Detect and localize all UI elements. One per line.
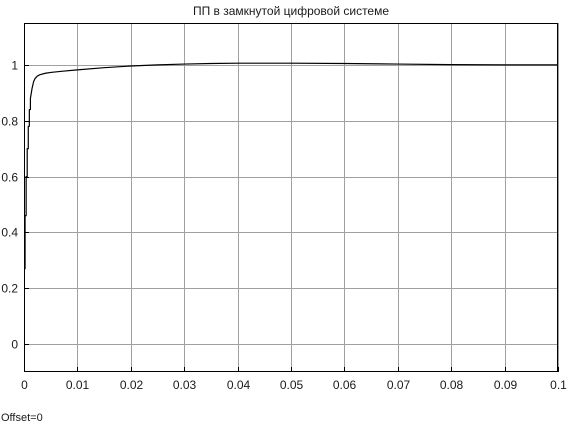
x-tick-label: 0.02 [120, 378, 144, 392]
offset-label: Offset=0 [1, 412, 43, 424]
series-layer [24, 62, 558, 270]
x-tick-label: 0.09 [494, 378, 518, 392]
y-tick-label: 0 [11, 338, 18, 352]
x-tick-label: 0.08 [440, 378, 464, 392]
x-tick-label: 0.05 [280, 378, 304, 392]
x-tick-label: 0 [21, 378, 28, 392]
x-tick-label: 0.1 [550, 378, 567, 392]
x-tick-label: 0.03 [173, 378, 197, 392]
x-tick-label: 0.01 [66, 378, 90, 392]
y-tick-label: 0.2 [1, 282, 18, 296]
y-axis-ticks: 0 0.2 0.4 0.6 0.8 1 [1, 59, 29, 352]
x-tick-label: 0.07 [387, 378, 411, 392]
y-tick-label: 1 [11, 59, 18, 73]
grid-lines [24, 23, 559, 372]
chart-title: ПП в замкнутой цифровой системе [193, 4, 389, 18]
y-tick-label: 0.8 [1, 115, 18, 129]
y-tick-label: 0.6 [1, 171, 18, 185]
y-tick-label: 0.4 [1, 226, 18, 240]
x-tick-label: 0.06 [333, 378, 357, 392]
x-axis-ticks: 0 0.01 0.02 0.03 0.04 0.05 0.06 0.07 0.08 0.09 0.1 [21, 367, 567, 392]
x-tick-label: 0.04 [227, 378, 251, 392]
series-line-0 [24, 62, 558, 270]
